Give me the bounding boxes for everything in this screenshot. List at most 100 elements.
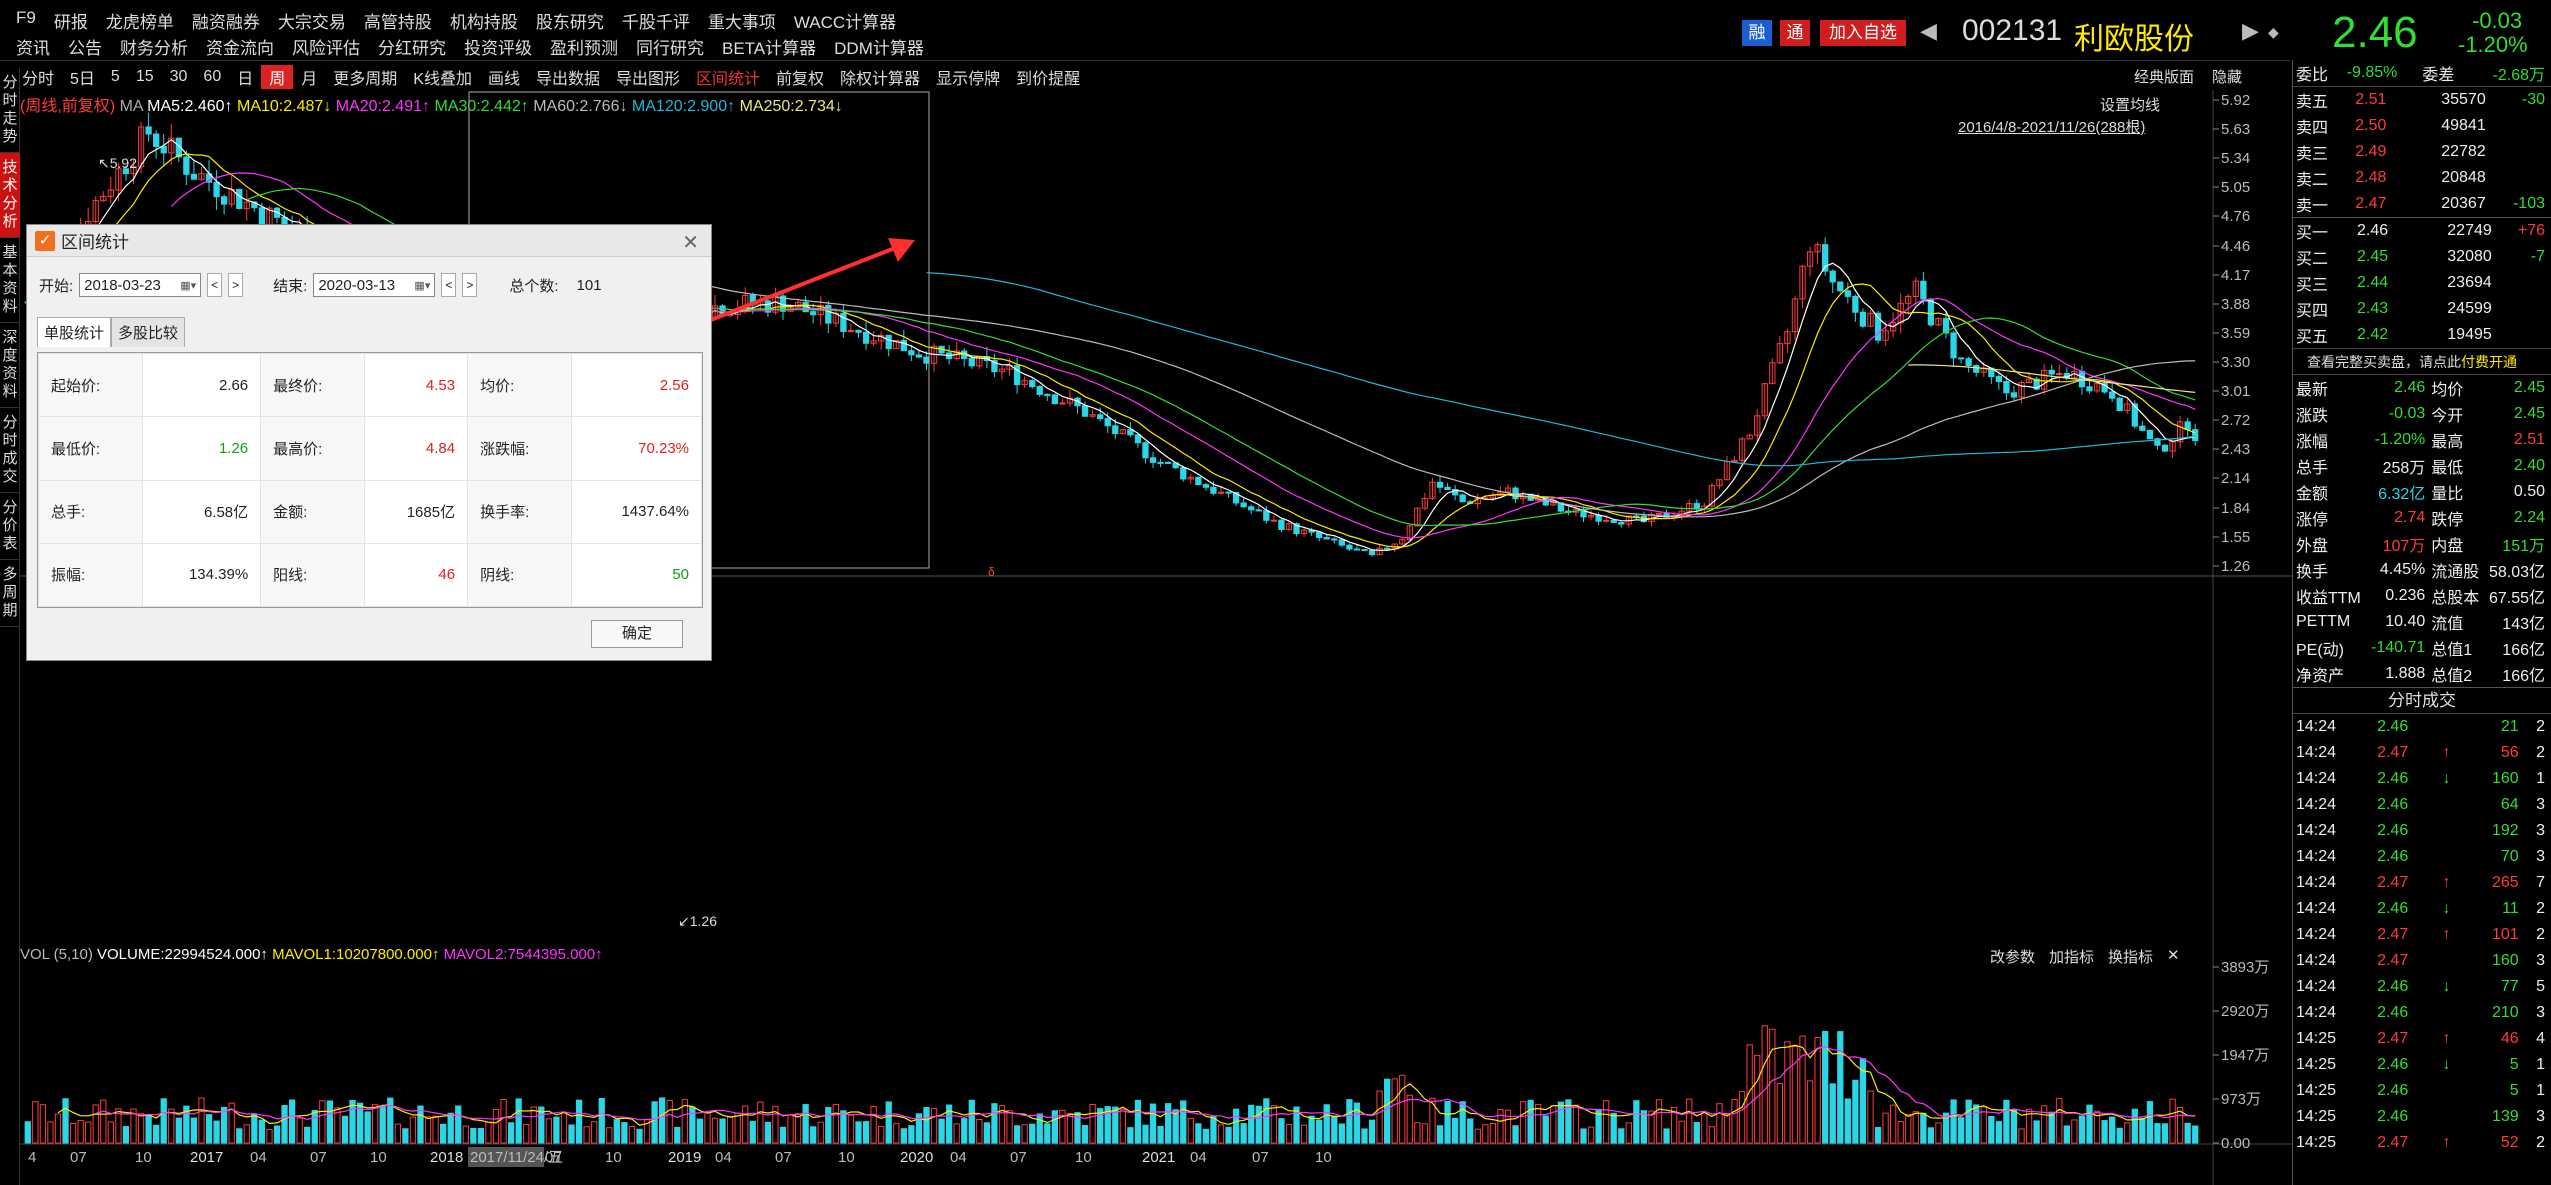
toolbar-item[interactable]: 日 <box>237 71 254 88</box>
tab-multi-compare[interactable]: 多股比较 <box>111 317 186 347</box>
start-next-button[interactable]: > <box>228 273 244 297</box>
volume-bar <box>2139 1117 2146 1144</box>
toolbar-item[interactable]: 显示停牌 <box>936 71 1001 88</box>
price-change: -0.03 <box>2472 8 2523 33</box>
set-ma-button[interactable]: 设置均线 <box>2100 97 2161 114</box>
menu-item[interactable]: 财务分析 <box>120 39 188 58</box>
close-icon[interactable]: ✕ <box>2167 947 2180 964</box>
leftnav-item[interactable]: 分价表 <box>0 493 20 560</box>
toolbar-item[interactable]: 前复权 <box>776 71 825 88</box>
banner-link[interactable]: 付费开通 <box>2461 354 2517 370</box>
hide-button[interactable]: 隐藏 <box>2212 69 2243 86</box>
switch-indicator-button[interactable]: 换指标 <box>2108 949 2154 966</box>
toolbar-item[interactable]: 30 <box>169 68 188 85</box>
candle <box>1300 529 1308 535</box>
candle <box>991 360 998 373</box>
stat-value: 1.26 <box>142 416 262 481</box>
tab-single-stock[interactable]: 单股统计 <box>37 317 112 347</box>
toolbar-item[interactable]: 导出数据 <box>535 71 600 88</box>
menu-item[interactable]: 分红研究 <box>378 39 446 58</box>
candle <box>258 207 266 226</box>
stat-cell: 涨幅 <box>2296 434 2329 451</box>
full-depth-banner[interactable]: 查看完整买卖盘，请点此付费开通 <box>2293 348 2551 374</box>
menu-item[interactable]: 风险评估 <box>292 39 360 58</box>
more-icon[interactable]: ◆ <box>2268 24 2279 40</box>
menu-item[interactable]: 盈利预测 <box>550 39 618 58</box>
toolbar-item[interactable]: 月 <box>301 71 318 88</box>
candle <box>908 350 915 356</box>
leftnav-item[interactable]: 基本资料 <box>0 238 20 323</box>
toolbar-item[interactable]: 分时 <box>22 71 55 88</box>
stat-row: PETTM 10.40 流值 143亿 <box>2293 609 2548 635</box>
volume-bar <box>1822 1030 1829 1144</box>
candle <box>145 126 152 135</box>
toolbar-item[interactable]: K线叠加 <box>413 71 472 88</box>
volume-bar <box>2124 1122 2131 1144</box>
menu-item[interactable]: 公告 <box>68 39 102 58</box>
tong-button[interactable]: 通 <box>1780 20 1810 46</box>
menu-item[interactable]: 同行研究 <box>636 39 704 58</box>
menu-item[interactable]: DDM计算器 <box>834 39 924 58</box>
toolbar-item[interactable]: 到价提醒 <box>1016 71 1081 88</box>
end-prev-button[interactable]: < <box>441 273 457 297</box>
toolbar-item[interactable]: 区间统计 <box>696 71 761 88</box>
ok-button[interactable]: 确定 <box>591 620 683 648</box>
menu-item[interactable]: 资讯 <box>16 39 50 58</box>
stat-row: 收益TTM 0.236 总股本 67.55亿 <box>2293 583 2548 609</box>
volume-bar <box>1935 1122 1942 1144</box>
add-indicator-button[interactable]: 加指标 <box>2049 949 2095 966</box>
rong-button[interactable]: 融 <box>1742 20 1772 46</box>
candle <box>220 196 228 205</box>
menu-item[interactable]: 高管持股 <box>363 13 432 32</box>
leftnav-item[interactable]: 分时走势 <box>0 68 20 153</box>
toolbar-item[interactable]: 60 <box>203 68 222 85</box>
toolbar-item[interactable]: 15 <box>135 68 154 85</box>
next-stock-icon[interactable]: ▶ <box>2242 18 2259 43</box>
volume-bar <box>2109 1116 2116 1144</box>
menu-item[interactable]: F9 <box>16 8 36 27</box>
classic-layout-button[interactable]: 经典版面 <box>2134 69 2195 86</box>
toolbar-item[interactable]: 5日 <box>70 71 95 88</box>
toolbar-item[interactable]: 更多周期 <box>333 71 398 88</box>
menu-item[interactable]: 股东研究 <box>535 13 604 32</box>
candle <box>1202 484 1210 488</box>
toolbar-item[interactable]: 周 <box>261 65 294 89</box>
leftnav-item[interactable]: 多周期 <box>0 560 20 627</box>
menu-item[interactable]: 投资评级 <box>464 39 532 58</box>
toolbar-item[interactable]: 5 <box>110 68 120 85</box>
leftnav-item[interactable]: 深度资料 <box>0 323 20 408</box>
menu-item[interactable]: 大宗交易 <box>277 13 346 32</box>
menu-item[interactable]: 研报 <box>53 13 88 32</box>
close-icon[interactable]: ✕ <box>682 232 699 254</box>
volume-bar <box>523 1123 530 1144</box>
arrow-head <box>888 238 915 262</box>
leftnav-item[interactable]: 技术分析 <box>0 153 20 238</box>
menu-item[interactable]: WACC计算器 <box>793 13 897 32</box>
menu-item[interactable]: 重大事项 <box>707 13 776 32</box>
volume-bar <box>1187 1117 1194 1144</box>
add-watchlist-button[interactable]: 加入自选 <box>1820 20 1906 46</box>
calendar-icon[interactable]: ▦▾ <box>180 279 197 292</box>
leftnav-item[interactable]: 分时成交 <box>0 408 20 493</box>
toolbar-item[interactable]: 导出图形 <box>616 71 681 88</box>
calendar-icon[interactable]: ▦▾ <box>414 279 431 292</box>
start-prev-button[interactable]: < <box>207 273 223 297</box>
menu-item[interactable]: 龙虎榜单 <box>105 13 174 32</box>
menu-item[interactable]: BETA计算器 <box>722 39 817 58</box>
stat-cell: PETTM <box>2296 613 2351 630</box>
candle <box>900 339 907 352</box>
edit-params-button[interactable]: 改参数 <box>1990 949 2036 966</box>
toolbar-item[interactable]: 除权计算器 <box>840 71 921 88</box>
end-next-button[interactable]: > <box>462 273 478 297</box>
prev-stock-icon[interactable]: ◀ <box>1920 18 1937 43</box>
candle <box>2048 369 2055 375</box>
end-date-input[interactable]: 2020-03-13 ▦▾ <box>313 273 436 297</box>
menu-item[interactable]: 融资融券 <box>191 13 260 32</box>
volume-bar <box>1172 1109 1179 1144</box>
tick-cell: 14:24 <box>2296 822 2337 839</box>
menu-item[interactable]: 千股千评 <box>621 13 690 32</box>
menu-item[interactable]: 资金流向 <box>206 39 274 58</box>
menu-item[interactable]: 机构持股 <box>449 13 518 32</box>
start-date-input[interactable]: 2018-03-23 ▦▾ <box>79 273 202 297</box>
toolbar-item[interactable]: 画线 <box>487 71 520 88</box>
